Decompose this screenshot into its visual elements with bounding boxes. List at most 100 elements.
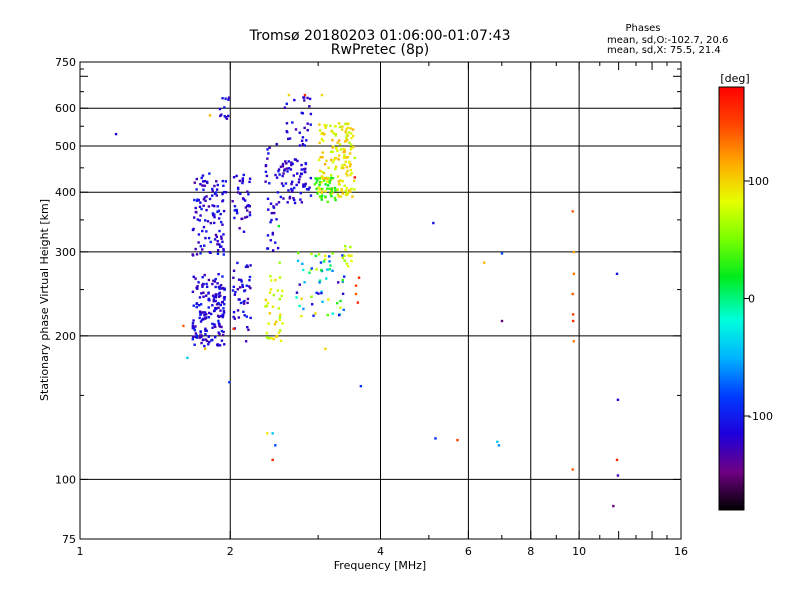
data-point <box>291 121 294 124</box>
x-tick-label: 4 <box>377 545 384 558</box>
data-point <box>300 314 303 318</box>
data-point <box>342 155 346 159</box>
data-point <box>333 196 337 200</box>
data-point <box>191 324 195 328</box>
data-point <box>200 207 203 211</box>
data-point <box>278 297 281 301</box>
data-point <box>217 319 220 323</box>
data-point <box>329 178 333 181</box>
data-point <box>196 287 199 291</box>
data-point <box>238 179 242 183</box>
data-point <box>217 331 220 334</box>
data-point <box>331 312 334 315</box>
data-point <box>265 174 269 178</box>
data-point <box>317 253 321 256</box>
data-point <box>281 162 285 166</box>
data-point <box>217 217 221 220</box>
data-point <box>271 233 274 236</box>
data-point <box>193 335 197 338</box>
data-point <box>216 314 220 318</box>
data-point <box>357 276 361 279</box>
data-point <box>232 310 236 314</box>
data-point <box>270 336 273 340</box>
data-point <box>314 177 317 180</box>
data-point <box>195 334 198 337</box>
data-point <box>194 325 197 328</box>
data-point <box>334 165 338 168</box>
data-point <box>293 201 297 205</box>
data-point <box>285 102 288 106</box>
data-point <box>348 152 352 155</box>
data-point <box>214 296 218 299</box>
data-point <box>241 197 245 200</box>
data-point <box>214 191 218 194</box>
data-point <box>217 306 220 309</box>
data-point <box>222 190 226 194</box>
data-point <box>302 307 305 311</box>
data-point <box>290 161 293 164</box>
data-point <box>292 196 295 200</box>
data-point <box>341 179 344 183</box>
data-point <box>285 130 288 133</box>
data-point <box>215 307 218 310</box>
data-point <box>293 98 296 102</box>
data-point <box>223 106 226 109</box>
data-point <box>272 337 275 341</box>
data-point <box>201 174 205 177</box>
data-point <box>222 253 225 256</box>
data-point <box>204 199 207 203</box>
data-point <box>220 325 223 329</box>
data-point <box>353 188 356 191</box>
data-point <box>213 324 216 327</box>
data-point <box>318 279 322 282</box>
data-point <box>304 167 307 171</box>
data-point <box>266 247 269 250</box>
data-point <box>207 335 210 338</box>
data-point <box>300 297 303 300</box>
data-point <box>214 277 217 281</box>
data-point <box>318 183 321 187</box>
data-point <box>302 183 305 186</box>
data-point <box>216 210 219 214</box>
data-point <box>298 178 301 181</box>
data-point <box>285 122 289 125</box>
data-point <box>324 190 327 193</box>
data-point <box>217 209 221 213</box>
data-point <box>348 254 352 258</box>
data-point <box>241 283 244 287</box>
data-point <box>264 298 267 302</box>
data-point <box>286 137 290 141</box>
data-point <box>201 285 204 288</box>
data-point <box>298 131 301 134</box>
data-point <box>325 277 328 280</box>
data-point <box>297 251 300 255</box>
data-point <box>337 158 340 161</box>
data-point <box>305 139 308 142</box>
data-point <box>221 300 225 304</box>
data-point <box>224 97 227 100</box>
data-point <box>330 158 333 162</box>
data-point <box>290 187 293 191</box>
data-point <box>208 311 211 315</box>
data-point <box>314 254 318 258</box>
data-point <box>220 339 224 342</box>
data-point <box>281 174 284 178</box>
data-point <box>236 261 239 265</box>
data-point <box>246 204 249 208</box>
data-point <box>216 243 219 246</box>
data-point <box>214 306 217 310</box>
data-point <box>285 162 288 165</box>
data-point <box>346 174 349 177</box>
data-point <box>310 303 314 306</box>
data-point <box>334 134 337 137</box>
data-point <box>215 188 219 191</box>
data-point <box>324 195 327 198</box>
data-point <box>324 177 327 180</box>
data-point <box>231 200 234 203</box>
data-point <box>348 141 351 144</box>
data-point <box>320 181 323 184</box>
data-point <box>302 185 305 188</box>
data-point <box>268 146 271 149</box>
data-point <box>199 331 202 334</box>
y-tick-label: 400 <box>55 186 76 199</box>
